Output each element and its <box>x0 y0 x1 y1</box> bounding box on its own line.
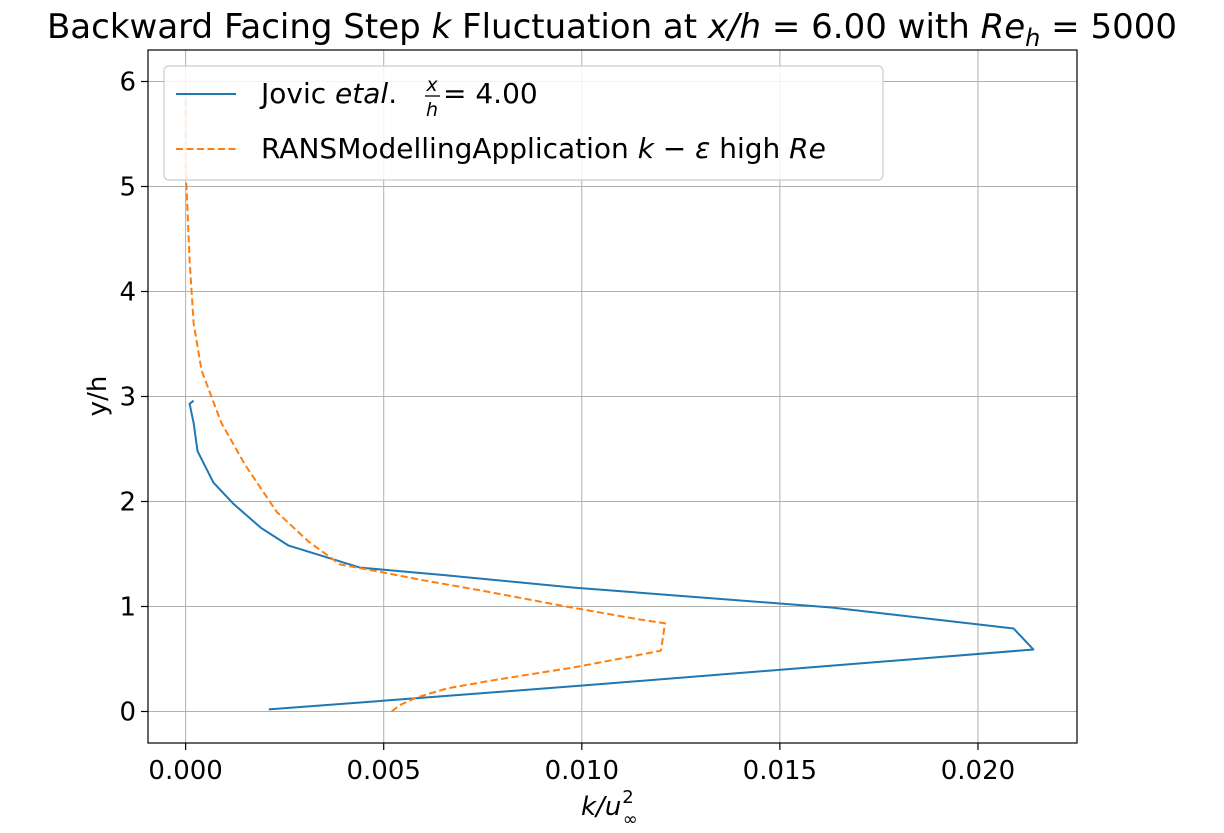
legend: Jovic etal. x h = 4.00 RANSModellingAppl… <box>163 65 884 181</box>
legend-label-jovic: Jovic etal. <box>259 77 397 110</box>
x-axis-label-sub: ∞ <box>623 809 638 830</box>
x-tick-label: 0.020 <box>941 756 1015 786</box>
y-tick-label: 1 <box>119 593 136 623</box>
legend-jovic-italic: etal <box>335 77 388 110</box>
ticks: 0.000 0.005 0.010 0.015 0.020 0 1 2 3 4 5 6 <box>119 68 1015 787</box>
x-axis-label-main: k/u <box>581 792 621 822</box>
title-k: k <box>432 7 453 47</box>
y-axis-label: y/h <box>83 376 113 417</box>
title-eq1: = 6.00 with <box>761 7 981 47</box>
x-tick-label: 0.010 <box>545 756 619 786</box>
title-xh: x/h <box>707 7 761 47</box>
legend-rans-k: k <box>638 132 656 165</box>
legend-rans-eps: ε <box>695 132 710 165</box>
legend-box <box>163 65 884 181</box>
plot-frame <box>147 49 1078 744</box>
y-tick-label: 6 <box>119 68 136 98</box>
legend-rans-minus: − <box>654 132 695 165</box>
legend-label-rans: RANSModellingApplication k − ε high Re <box>261 132 826 165</box>
legend-rans-re: Re <box>789 132 826 165</box>
legend-jovic-suffix: = 4.00 <box>443 77 538 110</box>
x-tick-label: 0.000 <box>148 756 222 786</box>
title-eq2: = 5000 <box>1040 7 1177 47</box>
title-re-sub: h <box>1025 24 1040 52</box>
title-re: Re <box>981 7 1026 47</box>
series-line-jovic <box>188 399 1035 711</box>
x-axis-label-sup: 2 <box>622 787 633 808</box>
x-tick-label: 0.015 <box>743 756 817 786</box>
y-tick-label: 3 <box>119 383 136 413</box>
legend-rans-mid: high <box>710 132 789 165</box>
series-layer <box>184 92 1035 713</box>
y-tick-label: 5 <box>119 173 136 203</box>
legend-rans-prefix: RANSModellingApplication <box>261 132 638 165</box>
y-tick-label: 0 <box>119 698 136 728</box>
y-tick-label: 4 <box>119 278 136 308</box>
x-tick-label: 0.005 <box>346 756 420 786</box>
x-axis-label: k/u2 ∞ <box>581 787 638 830</box>
legend-jovic-frac-num: x <box>425 74 438 96</box>
series-line-rans <box>184 92 666 713</box>
legend-jovic-prefix: Jovic <box>259 77 335 110</box>
legend-jovic-frac-den: h <box>426 99 438 121</box>
title-mid1: Fluctuation at <box>451 7 708 47</box>
chart-title: Backward Facing Step k Fluctuation at x/… <box>47 7 1177 52</box>
y-tick-label: 2 <box>119 488 136 518</box>
title-prefix: Backward Facing Step <box>47 7 432 47</box>
legend-jovic-dot: . <box>388 77 397 110</box>
